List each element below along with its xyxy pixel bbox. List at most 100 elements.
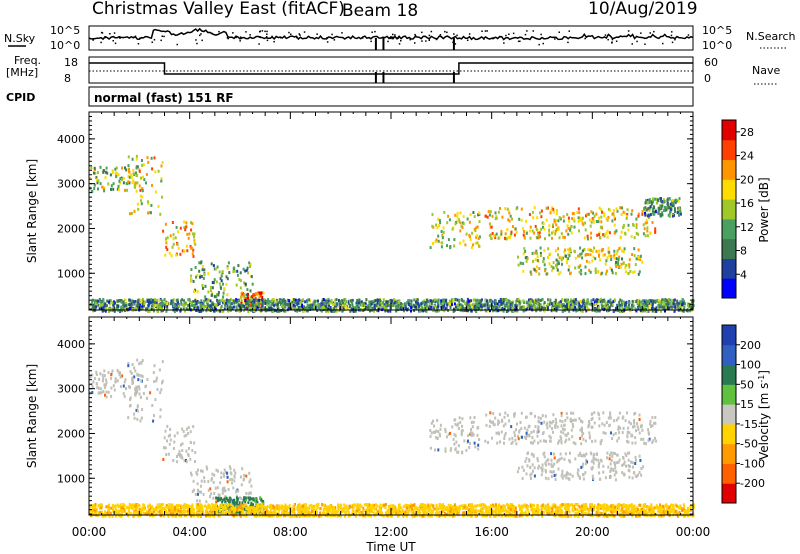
echo-cell — [568, 264, 571, 268]
colorbar-segment — [722, 278, 736, 299]
echo-cell — [129, 398, 131, 401]
echo-cell — [509, 503, 512, 506]
noise-search-dot — [503, 42, 505, 44]
echo-cell — [637, 212, 640, 216]
echo-cell — [103, 374, 106, 378]
echo-cell — [256, 305, 259, 309]
echo-cell — [601, 271, 604, 275]
echo-cell — [567, 232, 570, 236]
echo-cell — [105, 390, 108, 394]
echo-cell — [639, 258, 642, 262]
echo-cell — [606, 504, 609, 508]
nave-tick-low: 0 — [704, 72, 711, 85]
echo-cell — [665, 208, 668, 212]
echo-cell — [536, 307, 539, 311]
echo-cell — [329, 306, 332, 309]
echo-cell — [236, 300, 239, 304]
colorbar-tick-label: 12 — [740, 221, 754, 234]
echo-cell — [606, 305, 609, 309]
echo-cell — [592, 217, 595, 221]
echo-cell — [462, 299, 465, 303]
echo-cell — [213, 473, 216, 477]
echo-cell — [233, 301, 236, 305]
echo-cell — [118, 179, 121, 183]
echo-cell — [547, 256, 549, 259]
echo-cell — [574, 514, 577, 518]
echo-cell — [210, 303, 213, 307]
noise-search-dot — [540, 33, 542, 36]
echo-cell — [577, 220, 580, 223]
echo-cell — [179, 252, 182, 256]
echo-cell — [680, 506, 683, 510]
echo-cell — [633, 254, 636, 258]
echo-cell — [300, 307, 303, 311]
echo-cell — [444, 307, 447, 310]
echo-cell — [136, 202, 139, 206]
echo-cell — [565, 303, 568, 307]
echo-cell — [464, 243, 467, 247]
echo-cell — [558, 236, 561, 240]
echo-cell — [640, 307, 643, 311]
echo-cell — [211, 301, 214, 305]
echo-cell — [162, 229, 165, 233]
echo-cell — [580, 252, 583, 256]
echo-cell — [614, 217, 616, 221]
echo-cell — [447, 238, 450, 242]
echo-cell — [399, 303, 401, 307]
echo-cell — [324, 299, 327, 303]
echo-cell — [223, 307, 226, 311]
echo-cell — [200, 306, 203, 310]
echo-cell — [478, 220, 481, 224]
echo-cell — [555, 309, 558, 313]
echo-cell — [613, 231, 616, 235]
echo-cell — [181, 427, 184, 431]
noise-search-dot — [163, 35, 165, 38]
echo-cell — [603, 234, 606, 238]
echo-cell — [643, 227, 646, 231]
echo-cell — [354, 510, 357, 514]
echo-cell — [579, 218, 582, 222]
echo-cell — [426, 306, 428, 310]
echo-cell — [571, 305, 574, 309]
echo-cell — [574, 507, 577, 511]
echo-cell — [251, 304, 254, 308]
echo-cell — [566, 509, 568, 513]
echo-cell — [203, 299, 206, 303]
echo-cell — [151, 404, 154, 407]
echo-cell — [653, 212, 656, 216]
echo-cell — [510, 307, 513, 311]
echo-cell — [128, 404, 131, 408]
echo-cell — [159, 303, 162, 307]
echo-cell — [574, 307, 577, 311]
echo-cell — [258, 307, 261, 311]
echo-cell — [458, 300, 461, 304]
echo-cell — [622, 226, 625, 229]
echo-cell — [337, 503, 339, 507]
echo-cell — [522, 252, 525, 256]
echo-cell — [119, 371, 122, 375]
echo-cell — [384, 506, 387, 509]
echo-cell — [557, 272, 560, 276]
echo-cell — [215, 280, 218, 284]
echo-cell — [610, 268, 613, 272]
echo-cell — [131, 181, 134, 185]
echo-cell — [119, 375, 122, 379]
echo-cell — [462, 306, 465, 310]
echo-cell — [398, 503, 401, 507]
echo-cell — [477, 213, 480, 217]
echo-cell — [635, 223, 638, 227]
power-echo-cells — [89, 154, 695, 313]
echo-cell — [628, 303, 630, 307]
echo-cell — [240, 279, 242, 283]
echo-cell — [598, 216, 600, 220]
echo-cell — [559, 217, 562, 221]
echo-cell — [131, 380, 134, 384]
echo-cell — [225, 298, 228, 302]
echo-cell — [547, 247, 550, 251]
echo-cell — [456, 219, 459, 223]
echo-cell — [296, 505, 299, 509]
echo-cell — [515, 207, 518, 211]
echo-cell — [248, 471, 251, 475]
echo-cell — [378, 301, 381, 305]
